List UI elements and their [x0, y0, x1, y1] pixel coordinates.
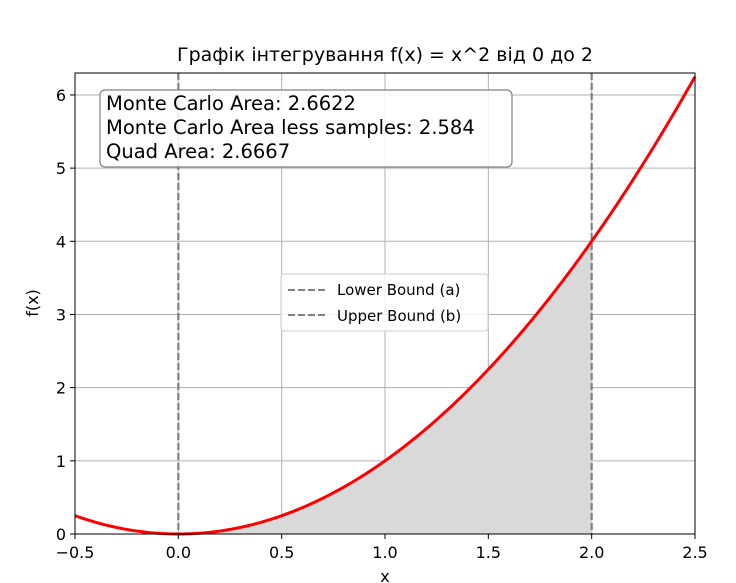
y-axis-label: f(x) — [23, 289, 42, 317]
x-tick-label-4: 1.5 — [476, 543, 501, 562]
y-tick-label-6: 6 — [56, 86, 66, 105]
x-tick-label-3: 1.0 — [372, 543, 397, 562]
x-tick-label-5: 2.0 — [579, 543, 604, 562]
y-tick-label-5: 5 — [56, 159, 66, 178]
legend: Lower Bound (a) Upper Bound (b) — [280, 273, 489, 332]
shaded-area — [178, 241, 592, 535]
x-tick-label-6: 2.5 — [682, 543, 707, 562]
x-tick-label-1: 0.0 — [166, 543, 191, 562]
chart-title: Графік інтегрування f(x) = x^2 від 0 до … — [177, 44, 593, 66]
annotation-box: Monte Carlo Area: 2.6622 Monte Carlo Are… — [99, 89, 513, 168]
y-tick-label-2: 2 — [56, 379, 66, 398]
y-tick-label-1: 1 — [56, 452, 66, 471]
y-tick-label-0: 0 — [56, 525, 66, 544]
y-tick-label-4: 4 — [56, 232, 66, 251]
x-tick-label-0: −0.5 — [56, 543, 95, 562]
tick-layer: −0.5 0.0 0.5 1.0 1.5 2.0 2.5 0 1 2 3 4 5 6 — [56, 86, 708, 562]
legend-label-lower: Lower Bound (a) — [337, 281, 460, 299]
legend-label-upper: Upper Bound (b) — [337, 307, 461, 325]
x-tick-label-2: 0.5 — [269, 543, 294, 562]
annotation-line-monte-carlo: Monte Carlo Area: 2.6622 — [106, 92, 356, 115]
annotation-line-quad: Quad Area: 2.6667 — [106, 140, 290, 163]
annotation-box-frame — [99, 89, 513, 168]
x-axis-label: x — [380, 567, 389, 583]
annotation-line-monte-carlo-less: Monte Carlo Area less samples: 2.584 — [106, 116, 475, 139]
shaded-area-layer — [178, 241, 592, 535]
legend-frame — [280, 273, 489, 332]
y-tick-label-3: 3 — [56, 305, 66, 324]
